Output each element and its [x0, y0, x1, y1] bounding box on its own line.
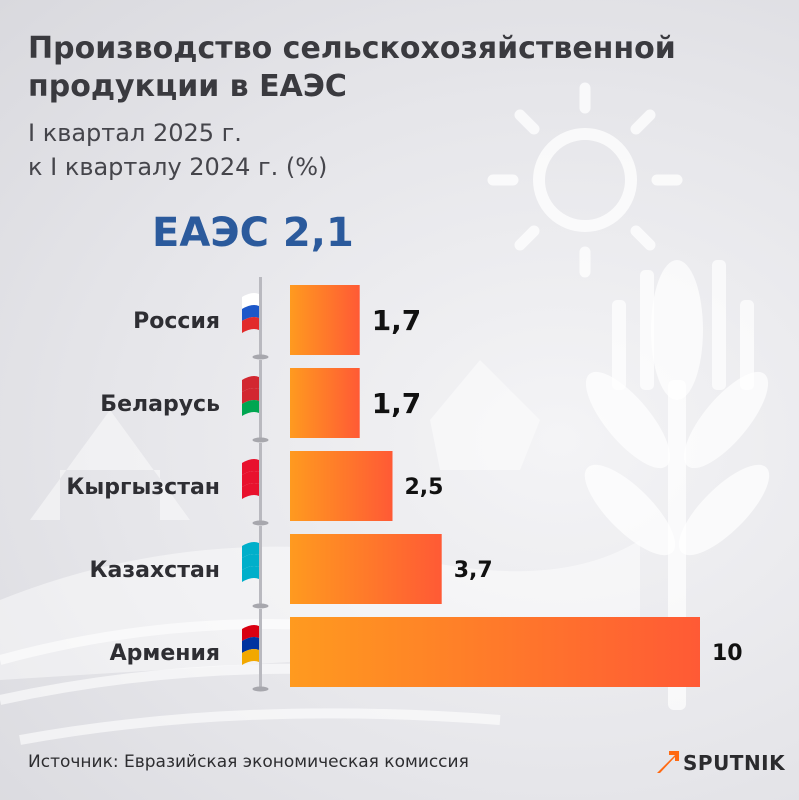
bar — [290, 368, 360, 438]
subtitle-line-1: I квартал 2025 г. — [28, 119, 242, 147]
value-label: 3,7 — [454, 558, 493, 583]
russia-flag-icon — [242, 277, 269, 360]
armenia-flag-icon — [242, 609, 269, 692]
bar-row: Кыргызстан 2,5 — [66, 443, 443, 526]
country-label: Россия — [133, 309, 220, 334]
bar-row: Казахстан 3,7 — [90, 526, 493, 609]
kyrgyzstan-flag-icon — [242, 443, 269, 526]
country-label: Армения — [110, 641, 220, 666]
barn-icon — [430, 360, 540, 470]
value-label: 1,7 — [372, 304, 422, 337]
sun-icon — [533, 128, 637, 232]
bar-row: Россия 1,7 — [133, 277, 421, 360]
source-note: Источник: Евразийская экономическая коми… — [28, 752, 469, 772]
bar-row: Беларусь 1,7 — [100, 360, 421, 443]
sputnik-arrow-icon — [657, 751, 679, 773]
subtitle-line-2: к I кварталу 2024 г. (%) — [28, 153, 328, 181]
country-label: Казахстан — [90, 558, 221, 583]
value-label: 2,5 — [405, 475, 444, 500]
sputnik-logo: SPUTNIK — [655, 750, 785, 776]
value-label: 10 — [712, 641, 743, 666]
chart-title: Производство сельскохозяйственной продук… — [28, 31, 676, 104]
barn-icon — [30, 410, 190, 520]
bar-row: Армения 10 — [110, 609, 743, 692]
kazakhstan-flag-icon — [242, 526, 269, 609]
value-label: 1,7 — [372, 387, 422, 420]
bar — [290, 285, 360, 355]
bar — [290, 617, 700, 687]
country-label: Беларусь — [100, 392, 220, 417]
belarus-flag-icon — [242, 360, 269, 443]
country-label: Кыргызстан — [66, 475, 220, 500]
eaeu-total-label: ЕАЭС 2,1 — [152, 210, 354, 256]
sun-rays — [487, 82, 683, 278]
growth-bars-icon — [612, 260, 754, 390]
chart-subtitle: I квартал 2025 г. к I кварталу 2024 г. (… — [28, 116, 528, 184]
bar — [290, 534, 442, 604]
bar — [290, 451, 393, 521]
wheat-icon — [584, 260, 770, 710]
logo-text: SPUTNIK — [683, 751, 786, 775]
